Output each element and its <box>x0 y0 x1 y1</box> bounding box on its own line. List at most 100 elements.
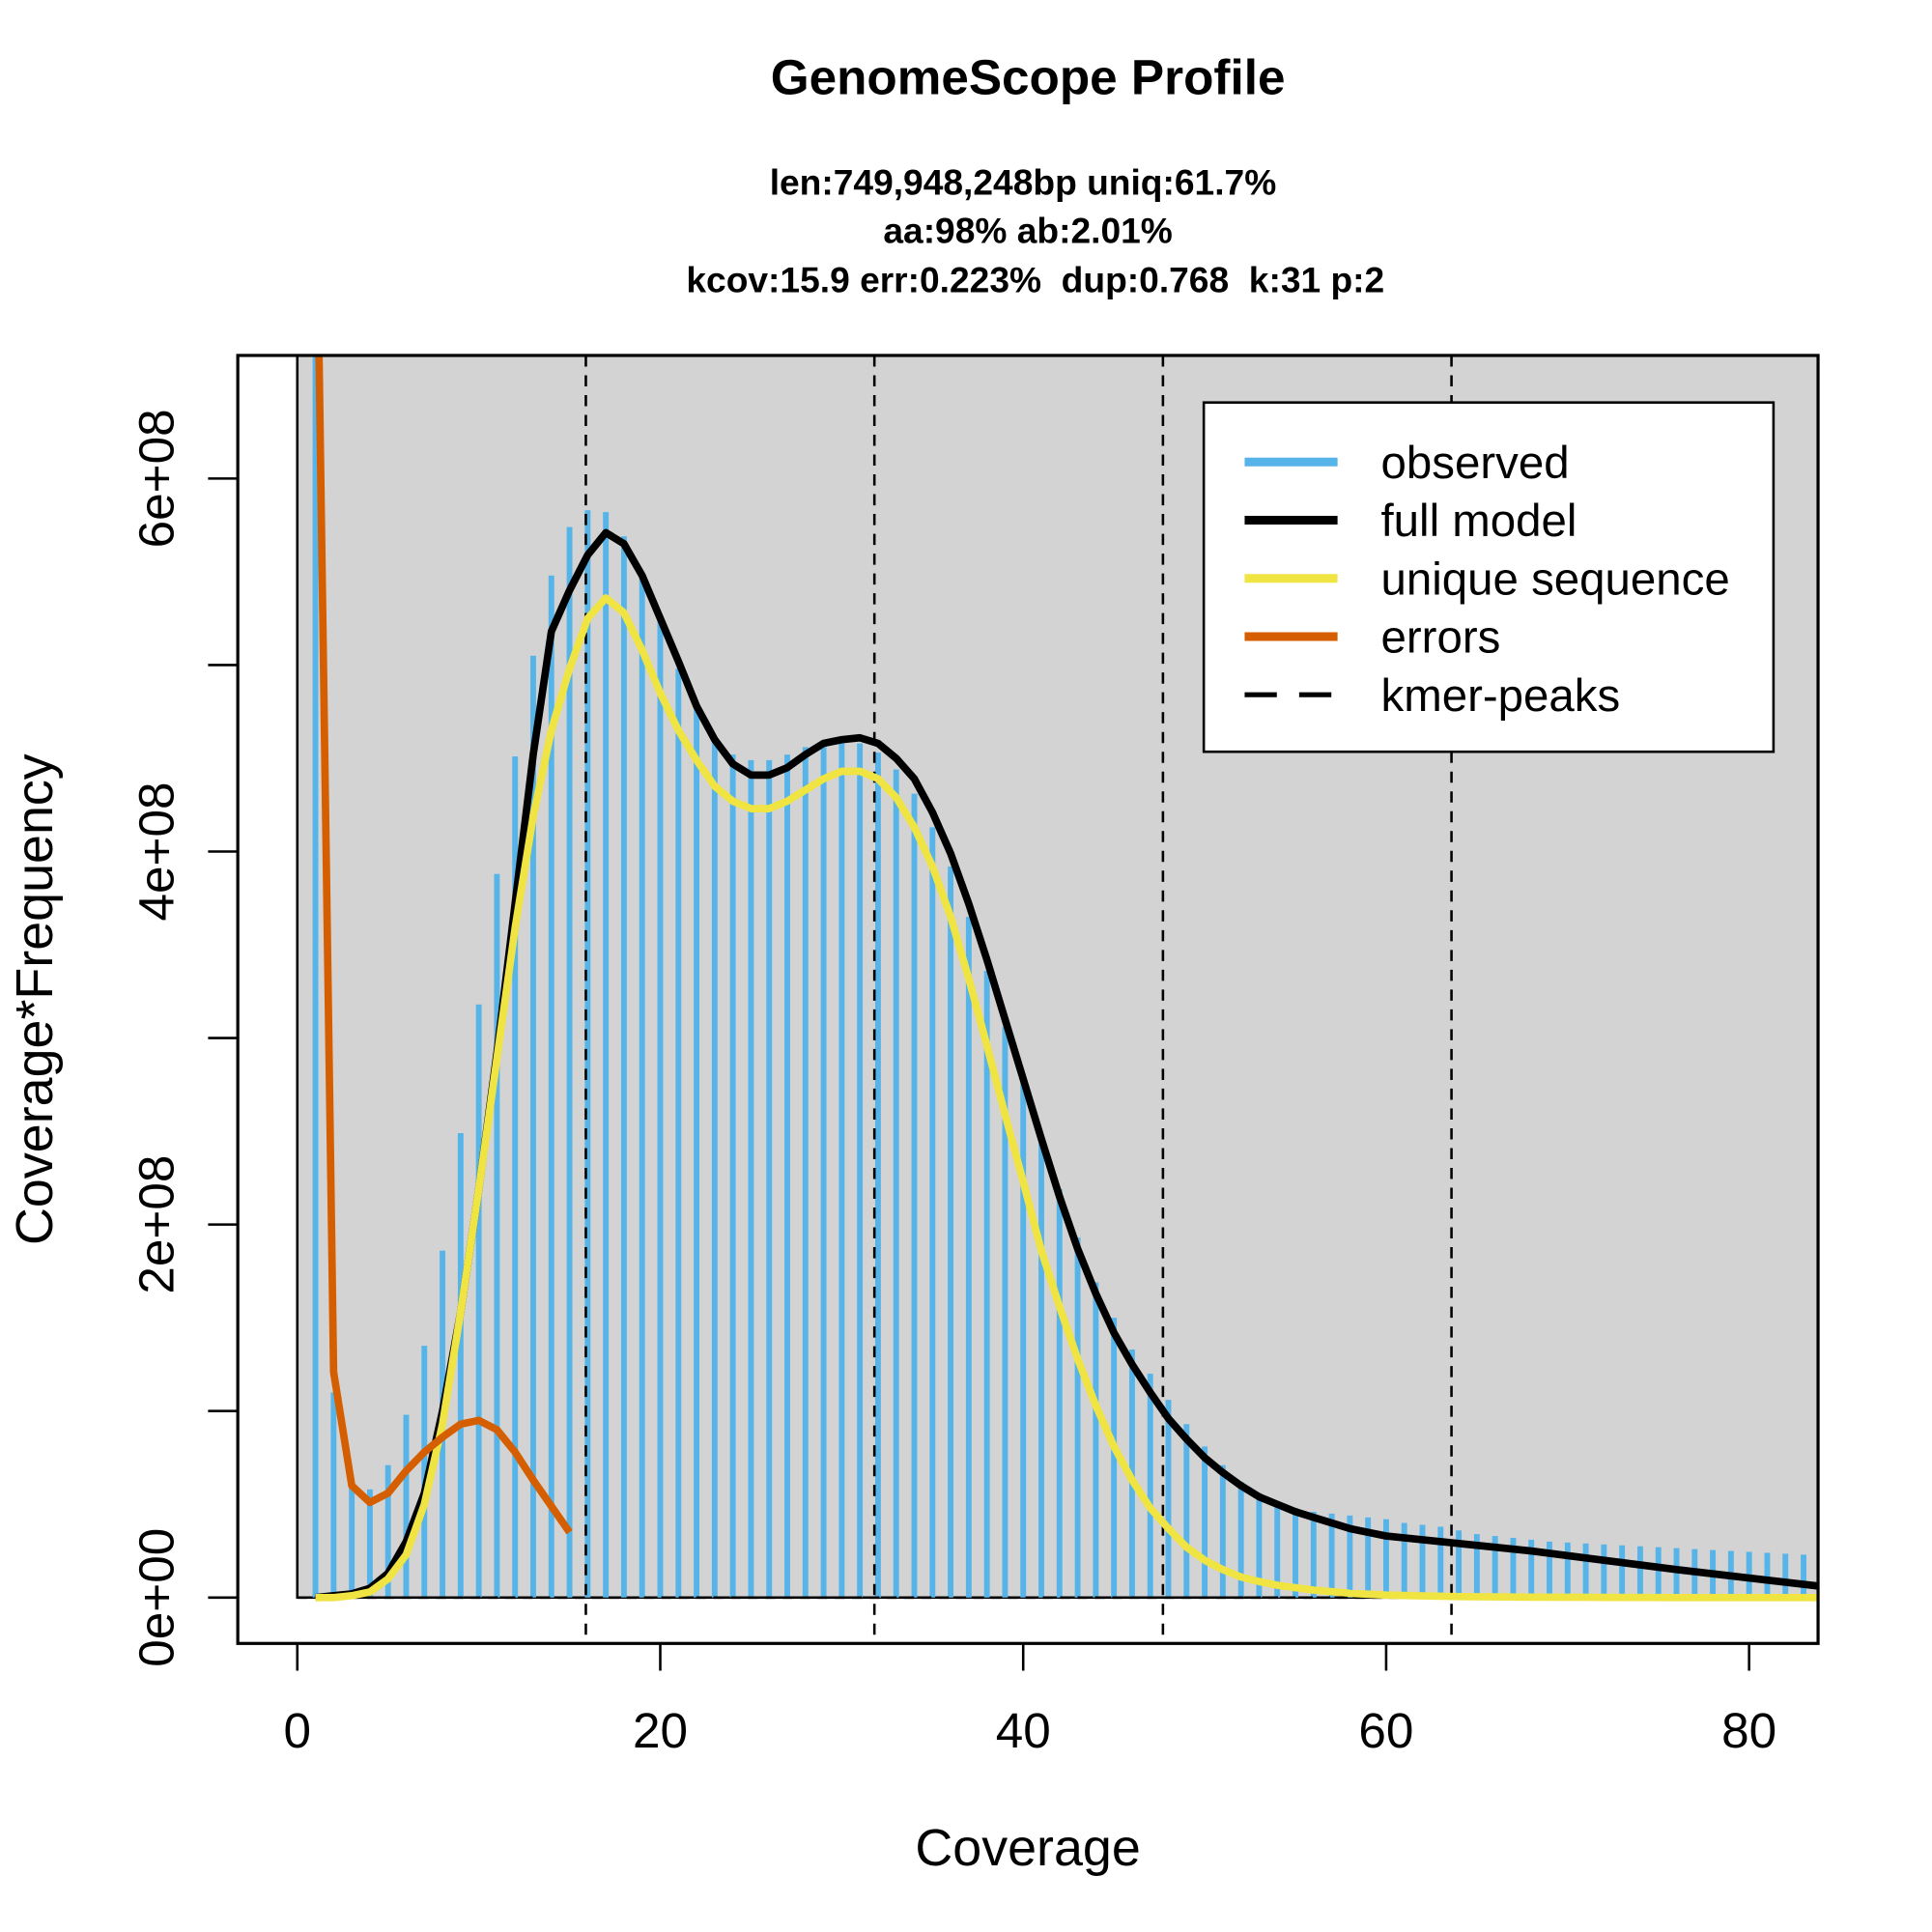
series-line <box>315 594 1819 1602</box>
bar <box>1274 1504 1281 1598</box>
x-tick-label: 20 <box>633 1703 688 1758</box>
bar <box>403 1414 410 1598</box>
bar <box>711 739 718 1598</box>
bar <box>475 1004 482 1598</box>
bar <box>874 753 881 1598</box>
bar <box>1510 1538 1517 1598</box>
bar <box>1038 1138 1044 1598</box>
bar <box>802 747 809 1598</box>
bar <box>1093 1282 1099 1598</box>
bar <box>530 655 536 1598</box>
bar <box>639 575 645 1598</box>
bar <box>1655 1547 1662 1598</box>
bar <box>1074 1237 1081 1598</box>
legend-label: observed <box>1380 438 1569 489</box>
bar <box>620 536 627 1598</box>
bar <box>1256 1492 1263 1598</box>
y-axis-label: Coverage*Frequency <box>6 753 64 1245</box>
chart-subtitle: kcov:15.9 err:0.223% dup:0.768 k:31 p:2 <box>686 260 1384 300</box>
x-axis-label: Coverage <box>915 1819 1140 1877</box>
chart-title: GenomeScope Profile <box>771 49 1286 104</box>
bar <box>421 1346 428 1598</box>
y-tick-label: 4e+08 <box>128 782 184 922</box>
bar <box>384 1464 391 1598</box>
bar <box>1547 1541 1552 1598</box>
bar <box>312 355 319 1598</box>
bar <box>1473 1534 1480 1598</box>
bar <box>1147 1374 1153 1598</box>
legend-label: unique sequence <box>1380 554 1729 605</box>
bar <box>603 512 610 1598</box>
bar <box>965 917 972 1598</box>
bar <box>1564 1542 1571 1598</box>
bar <box>1347 1515 1353 1598</box>
bar <box>820 743 827 1598</box>
bar <box>1165 1400 1172 1598</box>
bar <box>349 1485 355 1598</box>
legend-label: errors <box>1380 612 1500 664</box>
bar <box>729 754 736 1598</box>
bar <box>675 668 682 1598</box>
chart-subtitle: aa:98% ab:2.01% <box>883 210 1172 250</box>
y-tick-label: 2e+08 <box>128 1155 184 1294</box>
bar <box>1202 1446 1208 1598</box>
bar <box>911 793 918 1598</box>
bar <box>1582 1543 1589 1598</box>
x-tick-label: 60 <box>1358 1703 1413 1758</box>
legend-label: kmer-peaks <box>1380 670 1620 722</box>
bar <box>1056 1188 1063 1598</box>
bar <box>784 754 790 1598</box>
y-tick-label: 0e+00 <box>128 1528 184 1667</box>
bar <box>929 827 936 1598</box>
bar <box>457 1133 464 1598</box>
bar <box>1764 1552 1771 1598</box>
bar <box>1601 1544 1607 1598</box>
bar <box>584 510 591 1598</box>
bar <box>1401 1522 1407 1598</box>
bar <box>1002 1026 1009 1598</box>
bar <box>1365 1517 1372 1598</box>
bar <box>1310 1511 1317 1598</box>
bar <box>1636 1546 1643 1598</box>
bar <box>838 739 845 1598</box>
series-line <box>315 355 573 1535</box>
bar <box>1183 1424 1190 1598</box>
bar <box>1111 1318 1118 1598</box>
bar <box>330 1392 337 1598</box>
bar <box>494 873 500 1598</box>
bar <box>748 759 754 1598</box>
y-tick-label: 6e+08 <box>128 409 184 548</box>
bar <box>366 1489 373 1598</box>
bar <box>1020 1082 1027 1598</box>
bar <box>948 866 954 1598</box>
x-tick-label: 40 <box>996 1703 1051 1758</box>
bar <box>657 620 664 1598</box>
bar <box>893 769 899 1598</box>
x-tick-label: 80 <box>1721 1703 1776 1758</box>
bar <box>1419 1524 1426 1598</box>
chart-subtitle: len:749,948,248bp uniq:61.7% <box>770 161 1277 202</box>
bar <box>1328 1513 1335 1598</box>
bar <box>983 971 990 1598</box>
bar <box>1219 1464 1226 1598</box>
bar <box>694 707 700 1598</box>
bar <box>512 756 519 1598</box>
bar <box>1382 1519 1389 1598</box>
legend: observed full model unique sequence errors k… <box>1202 401 1776 753</box>
bar <box>548 575 554 1598</box>
bar <box>1801 1554 1806 1598</box>
bar <box>1492 1536 1498 1598</box>
bar <box>766 759 773 1598</box>
x-tick-label: 0 <box>284 1703 312 1758</box>
bar <box>1782 1553 1789 1598</box>
axes: 0e+00 2e+08 4e+08 6e+08 0 20 40 60 80 <box>128 354 1820 1758</box>
bar <box>1619 1545 1626 1598</box>
bar <box>1437 1526 1444 1598</box>
legend-label: full model <box>1380 496 1577 547</box>
bar <box>566 526 573 1598</box>
plot-frame <box>236 354 1820 1645</box>
bar <box>1293 1508 1298 1598</box>
bar <box>1456 1530 1463 1598</box>
